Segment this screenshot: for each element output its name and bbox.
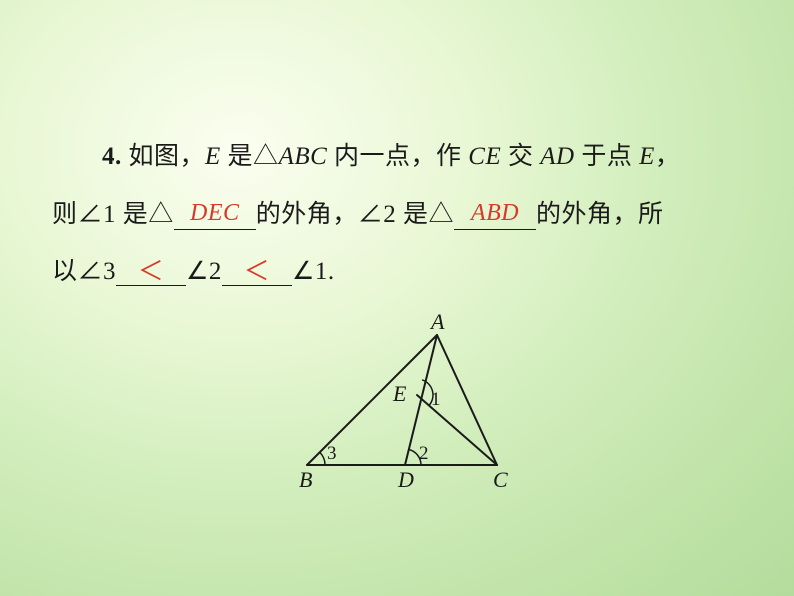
answer-2: ABD <box>471 200 519 226</box>
text-2c: 的外角，所 <box>536 201 664 228</box>
angle-label-2: 2 <box>419 443 429 465</box>
text-1b: 是△ <box>221 143 279 170</box>
answer-1: DEC <box>190 200 240 226</box>
label-A: A <box>431 309 444 335</box>
figure-svg <box>297 325 517 490</box>
sym-E: E <box>205 143 221 170</box>
blank-3: ＜ <box>116 256 186 286</box>
problem-number: 4. <box>102 143 122 170</box>
sym-E2: E <box>639 143 655 170</box>
blank-1: DEC <box>174 200 256 230</box>
sym-CE: CE <box>468 143 501 170</box>
triangle-figure: A B C D E 1 2 3 <box>297 325 517 490</box>
angle-label-1: 1 <box>431 389 441 411</box>
line-2: 则∠1 是△ DEC 的外角，∠2 是△ ABD 的外角，所 <box>52 186 742 244</box>
text-3c: ∠1. <box>292 258 335 285</box>
answer-4: ＜ <box>244 257 271 286</box>
text-2a: 则∠1 是△ <box>52 201 174 228</box>
problem-text: 4. 如图，E 是△ABC 内一点，作 CE 交 AD 于点 E， 则∠1 是△… <box>52 128 742 301</box>
sym-ABC: ABC <box>279 143 328 170</box>
blank-4: ＜ <box>222 256 292 286</box>
line-3: 以∠3 ＜ ∠2 ＜ ∠1. <box>52 243 742 301</box>
sym-AD: AD <box>540 143 574 170</box>
angle-label-3: 3 <box>327 443 337 465</box>
text-1d: 交 <box>501 143 540 170</box>
blank-2: ABD <box>454 200 536 230</box>
label-D: D <box>398 467 414 493</box>
label-C: C <box>493 467 508 493</box>
text-1c: 内一点，作 <box>327 143 468 170</box>
answer-3: ＜ <box>138 257 165 286</box>
text-3a: 以∠3 <box>52 258 116 285</box>
line-1: 4. 如图，E 是△ABC 内一点，作 CE 交 AD 于点 E， <box>52 128 742 186</box>
text-1a: 如图， <box>129 143 206 170</box>
text-1f: ， <box>655 143 681 170</box>
text-2b: 的外角，∠2 是△ <box>256 201 454 228</box>
text-3b: ∠2 <box>186 258 222 285</box>
label-E: E <box>393 381 406 407</box>
label-B: B <box>299 467 312 493</box>
text-1e: 于点 <box>575 143 640 170</box>
